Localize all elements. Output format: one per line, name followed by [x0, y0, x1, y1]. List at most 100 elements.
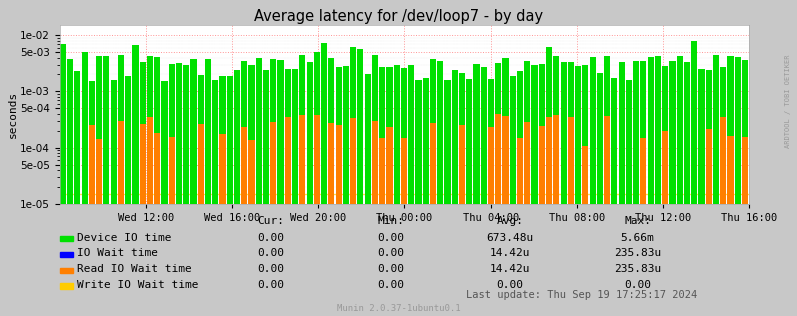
Bar [466, 79, 473, 204]
Bar [546, 117, 552, 204]
Bar [633, 61, 639, 204]
Bar [604, 56, 611, 204]
Text: 0.00: 0.00 [377, 264, 404, 274]
Bar [495, 63, 501, 204]
Bar [473, 64, 480, 204]
Bar [640, 61, 646, 204]
Bar [96, 139, 102, 204]
Bar [495, 114, 501, 204]
Bar [408, 65, 414, 204]
Bar [626, 80, 632, 204]
Text: 0.00: 0.00 [377, 280, 404, 290]
Bar [524, 122, 530, 204]
Bar [299, 115, 305, 204]
Text: ARDTOOL / TOBI OETIKER: ARDTOOL / TOBI OETIKER [785, 54, 791, 148]
Bar [583, 65, 588, 204]
Bar [684, 62, 690, 204]
Text: 0.00: 0.00 [497, 280, 524, 290]
Bar [154, 133, 160, 204]
Bar [118, 121, 124, 204]
Bar [560, 62, 567, 204]
Bar [372, 121, 378, 204]
Bar [430, 59, 436, 204]
Bar [336, 125, 342, 204]
Bar [270, 59, 277, 204]
Bar [198, 125, 204, 204]
Bar [285, 117, 291, 204]
Text: Cur:: Cur: [257, 216, 285, 227]
Bar [524, 61, 530, 204]
Bar [648, 57, 654, 204]
Text: 14.42u: 14.42u [490, 264, 530, 274]
Text: 14.42u: 14.42u [490, 248, 530, 258]
Bar [662, 66, 668, 204]
Text: Average latency for /dev/loop7 - by day: Average latency for /dev/loop7 - by day [254, 9, 543, 24]
Bar [502, 58, 508, 204]
Bar [249, 65, 254, 204]
Bar [662, 131, 668, 204]
Bar [147, 56, 153, 204]
Bar [677, 56, 683, 204]
Bar [691, 41, 697, 204]
Bar [705, 129, 712, 204]
Bar [742, 137, 748, 204]
Bar [256, 58, 262, 204]
Bar [226, 76, 233, 204]
Bar [553, 57, 559, 204]
Bar [387, 127, 392, 204]
Text: Avg:: Avg: [497, 216, 524, 227]
Bar [728, 56, 733, 204]
Text: 0.00: 0.00 [624, 280, 651, 290]
Bar [314, 52, 320, 204]
Bar [336, 67, 342, 204]
Bar [387, 66, 392, 204]
Text: Read IO Wait time: Read IO Wait time [77, 264, 192, 274]
Bar [350, 47, 356, 204]
Bar [314, 115, 320, 204]
Bar [67, 59, 73, 204]
Bar [74, 71, 80, 204]
Bar [212, 81, 218, 204]
Bar [139, 62, 146, 204]
Bar [669, 61, 676, 204]
Bar [263, 70, 269, 204]
Bar [139, 124, 146, 204]
Text: 673.48u: 673.48u [486, 233, 534, 243]
Bar [488, 127, 494, 204]
Y-axis label: seconds: seconds [7, 91, 18, 138]
Bar [379, 67, 385, 204]
Text: Min:: Min: [377, 216, 404, 227]
Bar [350, 118, 356, 204]
Text: 0.00: 0.00 [257, 264, 285, 274]
Bar [445, 80, 450, 204]
Bar [394, 65, 400, 204]
Text: 0.00: 0.00 [257, 233, 285, 243]
Bar [742, 60, 748, 204]
Bar [502, 116, 508, 204]
Bar [169, 64, 175, 204]
Bar [81, 52, 88, 204]
Bar [415, 80, 422, 204]
Text: 235.83u: 235.83u [614, 264, 662, 274]
Text: Write IO Wait time: Write IO Wait time [77, 280, 198, 290]
Bar [154, 57, 160, 204]
Bar [546, 47, 552, 204]
Bar [590, 57, 595, 204]
Bar [169, 137, 175, 204]
Bar [176, 63, 182, 204]
Bar [88, 81, 95, 204]
Bar [459, 73, 465, 204]
Bar [713, 55, 719, 204]
Bar [328, 58, 335, 204]
Bar [575, 66, 581, 204]
Bar [147, 117, 153, 204]
Text: 0.00: 0.00 [257, 248, 285, 258]
Bar [539, 126, 545, 204]
Text: Device IO time: Device IO time [77, 233, 172, 243]
Bar [321, 43, 328, 204]
Bar [198, 75, 204, 204]
Bar [583, 146, 588, 204]
Bar [364, 74, 371, 204]
Bar [125, 76, 132, 204]
Bar [132, 46, 139, 204]
